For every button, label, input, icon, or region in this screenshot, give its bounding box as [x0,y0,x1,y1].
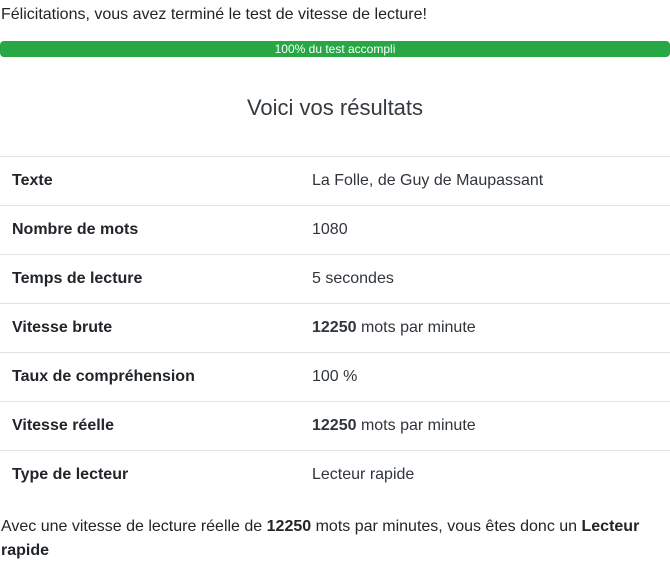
table-row: Taux de compréhension 100 % [0,352,670,402]
summary-speed-value: 12250 [266,518,312,535]
results-table: Texte La Folle, de Guy de Maupassant Nom… [0,156,670,499]
progress-track: 100% du test accompli [0,41,670,57]
row-value: 12250 mots par minute [300,401,670,451]
table-row: Vitesse brute 12250 mots par minute [0,303,670,353]
row-label: Nombre de mots [0,205,300,255]
row-value-text: La Folle, de Guy de Maupassant [312,172,544,189]
table-row: Vitesse réelle 12250 mots par minute [0,401,670,451]
row-value-text: mots par minute [356,319,476,336]
row-label: Type de lecteur [0,450,300,499]
summary-middle: mots par minutes, vous êtes donc un [311,518,582,535]
progress-bar: 100% du test accompli [0,41,670,57]
row-value: Lecteur rapide [300,450,670,499]
row-label: Taux de compréhension [0,352,300,402]
row-value-text: 5 secondes [312,270,394,287]
row-value: 100 % [300,352,670,402]
table-row: Temps de lecture 5 secondes [0,254,670,304]
row-value-text: 1080 [312,221,348,238]
row-value-text: 100 % [312,368,358,385]
row-label: Texte [0,156,300,206]
results-title: Voici vos résultats [246,95,424,120]
row-value: 5 secondes [300,254,670,304]
summary-reader-type: Lecteur rapide [1,518,640,559]
row-label: Vitesse réelle [0,401,300,451]
row-value-strong: 12250 [312,319,357,336]
summary-text: Avec une vitesse de lecture réelle de 12… [0,515,670,563]
row-value-text: Lecteur rapide [312,466,415,483]
row-value: La Folle, de Guy de Maupassant [300,156,670,206]
progress-label: 100% du test accompli [274,42,396,56]
row-label: Vitesse brute [0,303,300,353]
row-value-strong: 12250 [312,417,357,434]
table-row: Type de lecteur Lecteur rapide [0,450,670,499]
congratulations-text: Félicitations, vous avez terminé le test… [1,6,427,23]
row-value: 1080 [300,205,670,255]
row-label: Temps de lecture [0,254,300,304]
row-value-text: mots par minute [356,417,476,434]
table-row: Texte La Folle, de Guy de Maupassant [0,156,670,206]
table-row: Nombre de mots 1080 [0,205,670,255]
summary-before: Avec une vitesse de lecture réelle de [1,518,267,535]
row-value: 12250 mots par minute [300,303,670,353]
